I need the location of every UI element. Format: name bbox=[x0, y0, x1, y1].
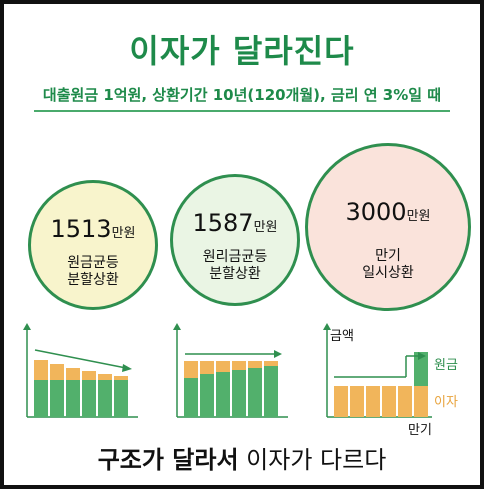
equal-principal-label: 원금균등 분할상환 bbox=[67, 255, 119, 288]
interest-bars bbox=[184, 361, 278, 378]
trend-arrow bbox=[274, 350, 282, 358]
subtitle: 대출원금 1억원, 상환기간 10년(120개월), 금리 연 3%일 때 bbox=[42, 86, 442, 104]
trend-arrow bbox=[418, 352, 426, 360]
principal-bars bbox=[184, 366, 278, 417]
equal-payment-chart bbox=[173, 323, 288, 418]
equal-principal-circle: 1513만원 원금균등 분할상환 bbox=[28, 180, 158, 310]
equal-payment-amount: 1587만원 bbox=[192, 209, 278, 237]
bullet-repayment-chart: 금액 원금 이자 만기 bbox=[323, 323, 458, 438]
maturity-axis-label: 만기 bbox=[408, 423, 432, 438]
bullet-repayment-amount: 3000만원 bbox=[345, 198, 431, 226]
page-title: 이자가 달라진다 bbox=[129, 32, 355, 70]
principal-legend: 원금 bbox=[434, 358, 458, 373]
equal-principal-amount: 1513만원 bbox=[50, 215, 136, 243]
principal-bar bbox=[414, 352, 428, 386]
footer-caption: 구조가 달라서 이자가 다르다 bbox=[97, 446, 387, 474]
bullet-repayment-label: 만기 일시상환 bbox=[362, 248, 414, 281]
equal-payment-circle: 1587만원 원리금균등 분할상환 bbox=[170, 174, 300, 306]
interest-legend: 이자 bbox=[434, 395, 458, 410]
subtitle-underline bbox=[34, 110, 450, 112]
y-axis-arrow bbox=[323, 323, 331, 330]
amount-axis-label: 금액 bbox=[330, 329, 354, 344]
equal-payment-label: 원리금균등 분할상환 bbox=[202, 249, 268, 282]
y-axis-arrow bbox=[23, 323, 31, 330]
trend-arrow bbox=[122, 364, 132, 372]
interest-bars bbox=[334, 386, 428, 417]
interest-bars bbox=[34, 360, 128, 380]
trend-line bbox=[34, 349, 127, 369]
principal-bars bbox=[34, 380, 128, 417]
bullet-repayment-circle: 3000만원 만기 일시상환 bbox=[305, 143, 471, 311]
equal-principal-chart bbox=[23, 323, 138, 418]
y-axis-arrow bbox=[173, 323, 181, 330]
